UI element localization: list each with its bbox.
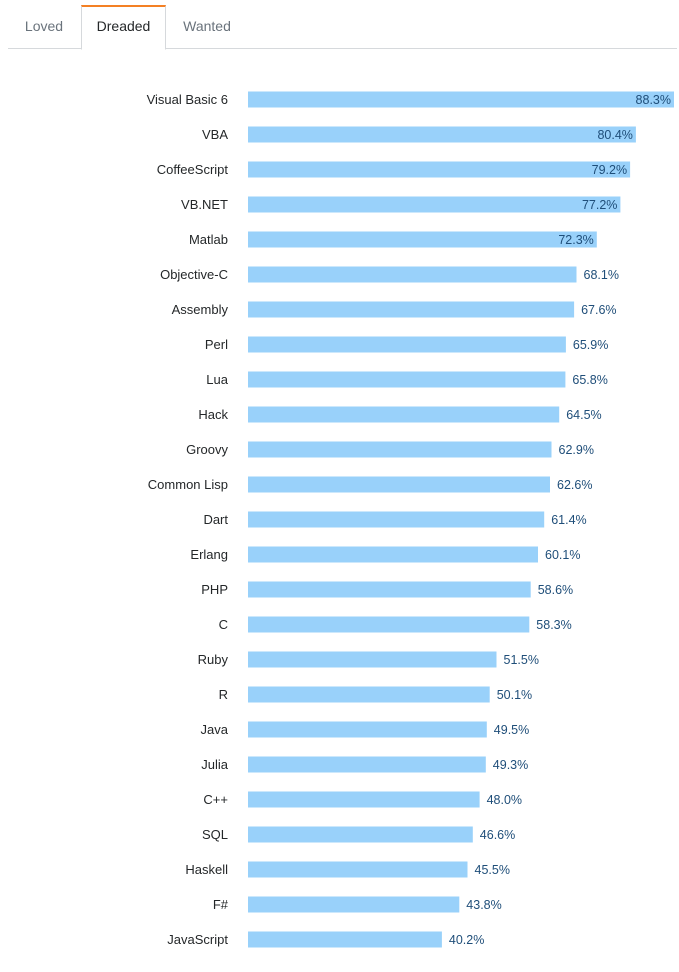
bar <box>248 616 530 633</box>
bar <box>248 686 490 703</box>
value-label: 45.5% <box>475 863 510 877</box>
value-label: 51.5% <box>504 653 539 667</box>
bar <box>248 581 531 598</box>
category-label: Perl <box>205 337 228 352</box>
category-label: Groovy <box>186 442 228 457</box>
bar <box>248 861 468 878</box>
tab-dreaded[interactable]: Dreaded <box>81 5 166 50</box>
value-label: 80.4% <box>597 128 632 142</box>
bar <box>248 756 486 773</box>
value-label: 88.3% <box>636 93 671 107</box>
category-label: Java <box>201 722 229 737</box>
category-label: Assembly <box>172 302 229 317</box>
bar <box>248 231 597 248</box>
category-label: F# <box>213 897 229 912</box>
bar <box>248 721 487 738</box>
value-label: 64.5% <box>566 408 601 422</box>
category-label: Julia <box>201 757 229 772</box>
value-label: 68.1% <box>584 268 619 282</box>
bar <box>248 791 480 808</box>
category-label: C <box>219 617 228 632</box>
category-label: Hack <box>198 407 228 422</box>
value-label: 61.4% <box>551 513 586 527</box>
bar <box>248 161 631 178</box>
category-label: Visual Basic 6 <box>147 92 228 107</box>
category-label: Lua <box>206 372 228 387</box>
value-label: 72.3% <box>558 233 593 247</box>
category-label: Erlang <box>190 547 228 562</box>
bar <box>248 406 560 423</box>
category-label: Haskell <box>185 862 228 877</box>
bar <box>248 441 552 458</box>
value-label: 58.6% <box>538 583 573 597</box>
value-label: 65.8% <box>572 373 607 387</box>
tab-bar: Loved Dreaded Wanted <box>8 5 677 50</box>
value-label: 49.3% <box>493 758 528 772</box>
value-label: 48.0% <box>487 793 522 807</box>
bar <box>248 266 577 283</box>
value-label: 79.2% <box>592 163 627 177</box>
category-label: Common Lisp <box>148 477 228 492</box>
category-label: C++ <box>203 792 228 807</box>
bar <box>248 896 460 913</box>
value-label: 58.3% <box>536 618 571 632</box>
bar <box>248 336 566 353</box>
bar <box>248 651 497 668</box>
bar <box>248 511 545 528</box>
value-label: 46.6% <box>480 828 515 842</box>
category-label: CoffeeScript <box>157 162 229 177</box>
bars-group: Visual Basic 6 88.3% VBA 80.4% CoffeeScript 7… <box>147 91 674 948</box>
category-label: Matlab <box>189 232 228 247</box>
value-label: 60.1% <box>545 548 580 562</box>
category-label: Dart <box>203 512 228 527</box>
bar <box>248 196 621 213</box>
bar <box>248 826 473 843</box>
bar <box>248 91 674 108</box>
value-label: 67.6% <box>581 303 616 317</box>
value-label: 65.9% <box>573 338 608 352</box>
category-label: PHP <box>201 582 228 597</box>
category-label: SQL <box>202 827 228 842</box>
category-label: VB.NET <box>181 197 228 212</box>
category-label: Ruby <box>198 652 229 667</box>
bar <box>248 931 442 948</box>
bar <box>248 546 538 563</box>
value-label: 43.8% <box>466 898 501 912</box>
bar <box>248 371 566 388</box>
tab-wanted[interactable]: Wanted <box>183 18 231 34</box>
value-label: 62.6% <box>557 478 592 492</box>
tab-loved[interactable]: Loved <box>24 18 64 34</box>
value-label: 40.2% <box>449 933 484 947</box>
category-label: VBA <box>202 127 228 142</box>
bar <box>248 301 575 318</box>
bar <box>248 476 550 493</box>
category-label: R <box>219 687 228 702</box>
value-label: 77.2% <box>582 198 617 212</box>
category-label: Objective-C <box>160 267 228 282</box>
category-label: JavaScript <box>167 932 228 947</box>
value-label: 49.5% <box>494 723 529 737</box>
value-label: 62.9% <box>559 443 594 457</box>
value-label: 50.1% <box>497 688 532 702</box>
bar <box>248 126 636 143</box>
